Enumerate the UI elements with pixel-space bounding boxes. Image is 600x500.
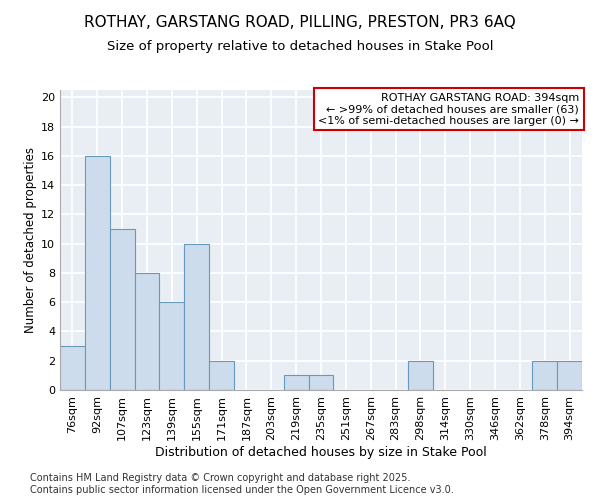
Text: ROTHAY, GARSTANG ROAD, PILLING, PRESTON, PR3 6AQ: ROTHAY, GARSTANG ROAD, PILLING, PRESTON,…	[84, 15, 516, 30]
X-axis label: Distribution of detached houses by size in Stake Pool: Distribution of detached houses by size …	[155, 446, 487, 458]
Bar	[532, 360, 557, 390]
Text: Size of property relative to detached houses in Stake Pool: Size of property relative to detached ho…	[107, 40, 493, 53]
Y-axis label: Number of detached properties: Number of detached properties	[24, 147, 37, 333]
Bar	[284, 376, 308, 390]
Bar	[557, 360, 582, 390]
Bar	[209, 360, 234, 390]
Bar	[110, 229, 134, 390]
Text: ROTHAY GARSTANG ROAD: 394sqm
← >99% of detached houses are smaller (63)
<1% of s: ROTHAY GARSTANG ROAD: 394sqm ← >99% of d…	[319, 93, 579, 126]
Bar	[85, 156, 110, 390]
Bar	[308, 376, 334, 390]
Bar	[160, 302, 184, 390]
Bar	[184, 244, 209, 390]
Bar	[408, 360, 433, 390]
Bar	[134, 273, 160, 390]
Bar	[60, 346, 85, 390]
Text: Contains HM Land Registry data © Crown copyright and database right 2025.
Contai: Contains HM Land Registry data © Crown c…	[30, 474, 454, 495]
